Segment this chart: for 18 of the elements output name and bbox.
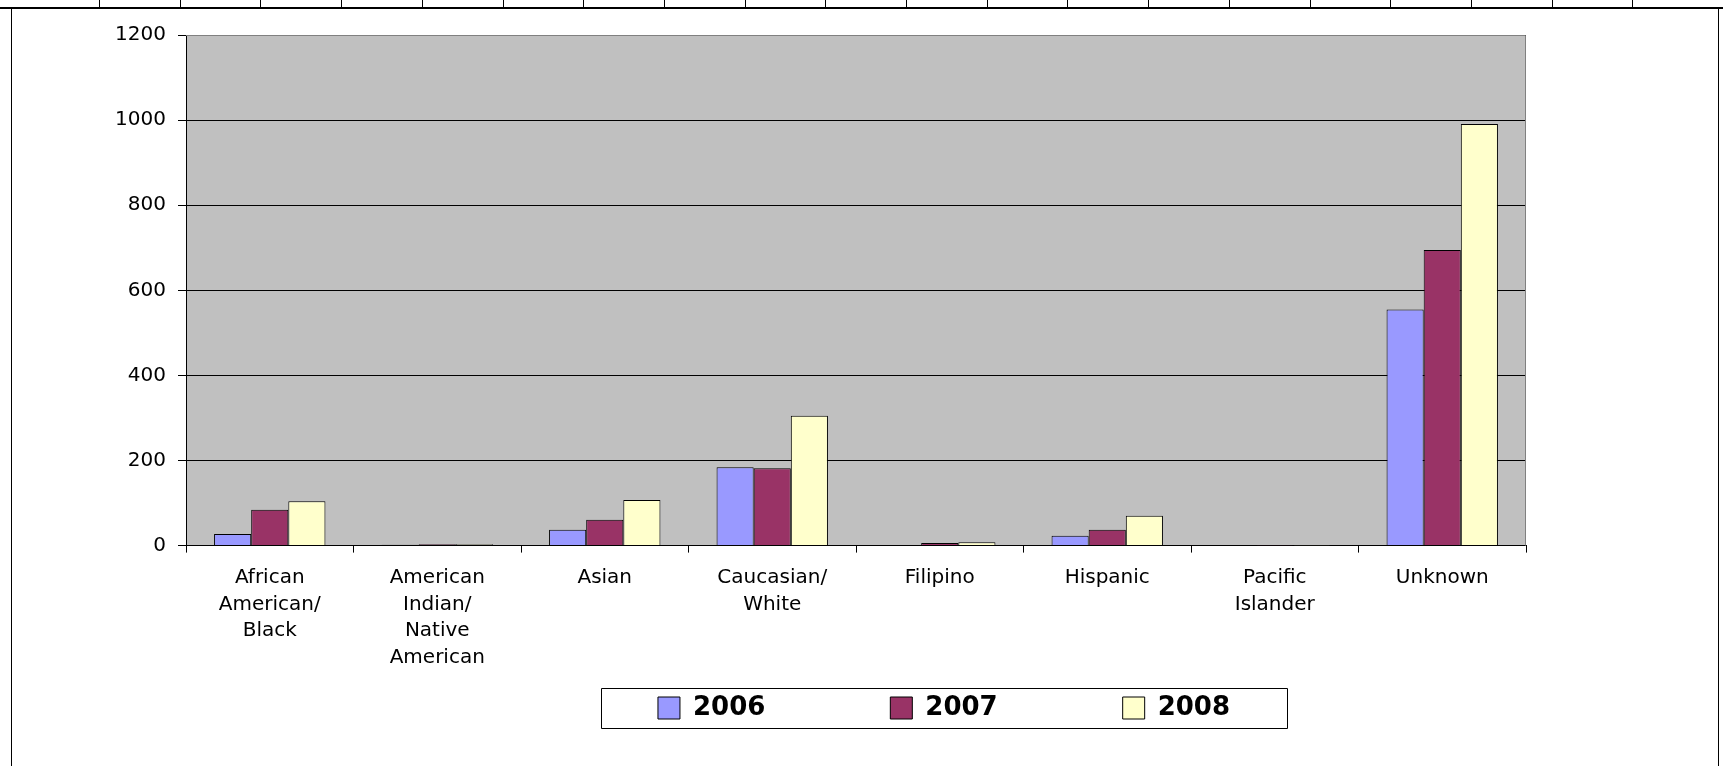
y-tick-label: 800 [127, 191, 166, 216]
y-tick-label: 400 [127, 361, 166, 386]
x-tick-label: Filipino [904, 564, 975, 589]
y-tick-label: 200 [127, 446, 166, 471]
legend-label: 2006 [692, 690, 766, 721]
x-tick-label: Asian [577, 564, 633, 589]
x-tick-label: Caucasian/White [717, 564, 828, 615]
x-tick-label: American Indian/Native American [389, 564, 485, 668]
x-tick-label: Unknown [1395, 564, 1489, 589]
y-tick-label: 1200 [115, 21, 166, 46]
y-tick-label: 1000 [115, 106, 166, 131]
x-tick-label: Hispanic [1064, 564, 1150, 589]
x-tick-label: African American/Black [218, 564, 321, 642]
legend-label: 2007 [925, 690, 998, 721]
y-tick-label: 600 [127, 276, 166, 301]
x-tick-label: Pacific Islander [1234, 564, 1316, 615]
y-tick-label: 0 [153, 531, 166, 556]
legend-label: 2008 [1157, 690, 1231, 721]
